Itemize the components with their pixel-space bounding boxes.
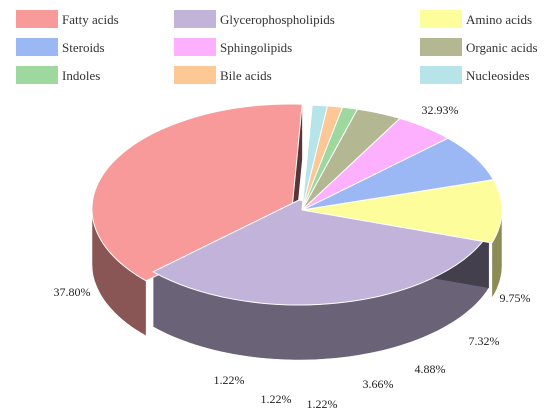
pct-label-amino-acids: 9.75% (500, 291, 531, 305)
legend-swatch-sphingolipids (174, 38, 216, 56)
chart-legend: Fatty acids Steroids Indoles Glycerophospho… (16, 10, 538, 84)
pie-labels: 37.80% 32.93% 9.75% 7.32% 4.88% 3.66% 1.22% 1.2… (54, 103, 531, 411)
legend-label-organic-acids: Organic acids (466, 40, 538, 55)
legend-swatch-nucleosides (420, 66, 462, 84)
pct-label-sphingolipids: 4.88% (415, 362, 446, 376)
legend-label-fatty-acids: Fatty acids (62, 12, 119, 27)
legend-swatch-organic-acids (420, 38, 462, 56)
pct-label-glycerophospholipids: 32.93% (422, 103, 459, 117)
legend-swatch-steroids (16, 38, 58, 56)
legend-swatch-amino-acids (420, 10, 462, 28)
legend-swatch-bile-acids (174, 66, 216, 84)
legend-label-glycerophospholipids: Glycerophospholipids (220, 12, 335, 27)
legend-label-amino-acids: Amino acids (466, 12, 532, 27)
legend-label-nucleosides: Nucleosides (466, 68, 530, 83)
pct-label-organic-acids: 3.66% (363, 377, 394, 391)
pct-label-steroids: 7.32% (469, 334, 500, 348)
legend-label-bile-acids: Bile acids (220, 68, 272, 83)
slice-fatty-acids (91, 103, 303, 282)
pct-label-nucleosides: 1.22% (307, 397, 338, 411)
legend-label-indoles: Indoles (62, 68, 100, 83)
slice-amino-acids (301, 179, 503, 244)
legend-label-sphingolipids: Sphingolipids (220, 40, 292, 55)
pct-label-bile-acids: 1.22% (261, 392, 292, 406)
legend-swatch-indoles (16, 66, 58, 84)
pie-tops (91, 103, 503, 306)
pct-label-fatty-acids: 37.80% (54, 285, 91, 299)
legend-swatch-fatty-acids (16, 10, 58, 28)
pct-label-indoles: 1.22% (214, 373, 245, 387)
legend-label-steroids: Steroids (62, 40, 105, 55)
legend-swatch-glycerophospholipids (174, 10, 216, 28)
slice-nucleosides (301, 104, 329, 211)
